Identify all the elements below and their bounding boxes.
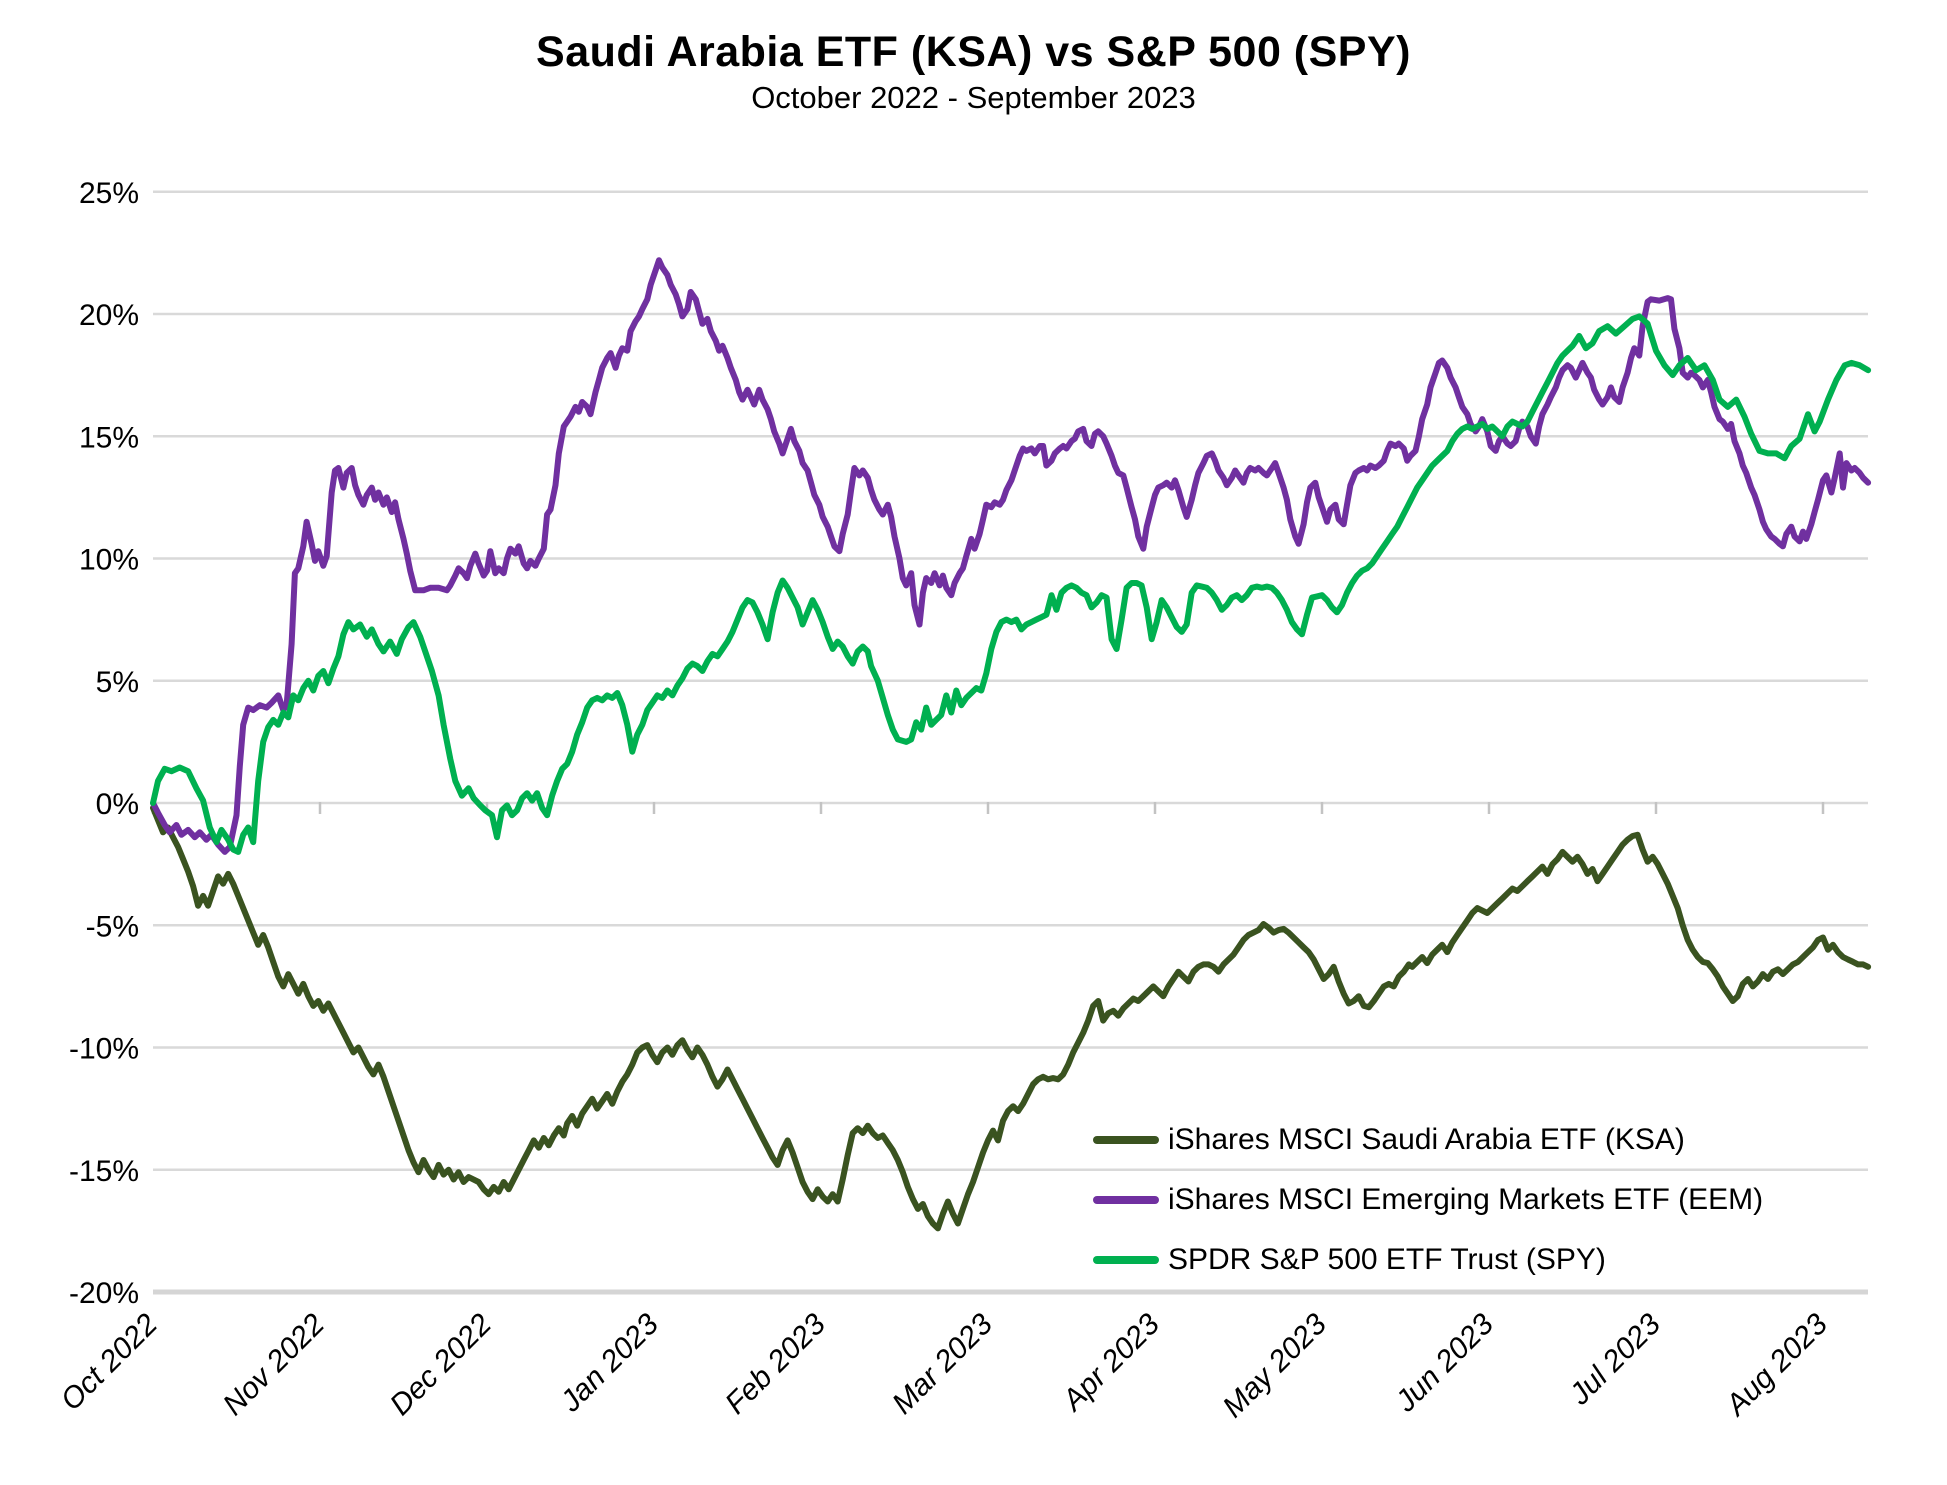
x-axis-label: Feb 2023 [719, 1307, 832, 1420]
x-axis-label: May 2023 [1216, 1307, 1333, 1424]
ksa-line [150, 804, 1872, 1232]
legend-item-eem: iShares MSCI Emerging Markets ETF (EEM) [1093, 1170, 1763, 1230]
y-axis-labels: 25% 20% 15% 10% 5% 0% -5% -10% -15% -20% [69, 177, 139, 1310]
x-axis-label: Jul 2023 [1563, 1307, 1667, 1411]
y-axis-label: 25% [79, 177, 139, 210]
y-axis-label: -20% [69, 1277, 139, 1310]
gridlines [153, 190, 1868, 1295]
spy-line-swatch-icon [1093, 1256, 1159, 1264]
data-series [150, 257, 1872, 1232]
legend-label-eem: iShares MSCI Emerging Markets ETF (EEM) [1168, 1183, 1764, 1216]
x-axis-label: Jun 2023 [1389, 1307, 1501, 1419]
legend-label-ksa: iShares MSCI Saudi Arabia ETF (KSA) [1168, 1123, 1685, 1156]
legend-label-spy: SPDR S&P 500 ETF Trust (SPY) [1168, 1243, 1606, 1276]
x-axis-label: Mar 2023 [886, 1307, 999, 1420]
x-axis-label: Nov 2022 [217, 1307, 331, 1421]
ksa-line-swatch-icon [1093, 1136, 1159, 1144]
legend-item-spy: SPDR S&P 500 ETF Trust (SPY) [1093, 1230, 1763, 1290]
y-axis-label: 15% [79, 421, 139, 454]
spy-line [150, 313, 1872, 855]
x-axis-label: Jan 2023 [554, 1307, 666, 1419]
chart-title: Saudi Arabia ETF (KSA) vs S&P 500 (SPY) [536, 28, 1411, 76]
y-axis-label: 5% [96, 666, 139, 699]
x-axis-label: Apr 2023 [1055, 1307, 1166, 1418]
chart-subtitle: October 2022 - September 2023 [751, 80, 1196, 115]
x-axis-label: Oct 2022 [55, 1307, 165, 1417]
y-axis-label: -15% [69, 1155, 139, 1188]
x-axis-label: Dec 2022 [384, 1307, 498, 1421]
y-axis-label: -10% [69, 1033, 139, 1066]
eem-line-swatch-icon [1093, 1196, 1159, 1204]
y-axis-label: -5% [86, 910, 139, 943]
x-axis-labels: Oct 2022 Nov 2022 Dec 2022 Jan 2023 Feb 2023… [55, 1307, 1835, 1424]
y-axis-label: 0% [96, 788, 139, 821]
y-axis-label: 10% [79, 544, 139, 577]
eem-line [150, 257, 1872, 855]
x-axis-label: Aug 2023 [1718, 1307, 1834, 1423]
legend-item-ksa: iShares MSCI Saudi Arabia ETF (KSA) [1093, 1110, 1763, 1170]
legend: iShares MSCI Saudi Arabia ETF (KSA) iSha… [1093, 1110, 1763, 1290]
y-axis-label: 20% [79, 299, 139, 332]
